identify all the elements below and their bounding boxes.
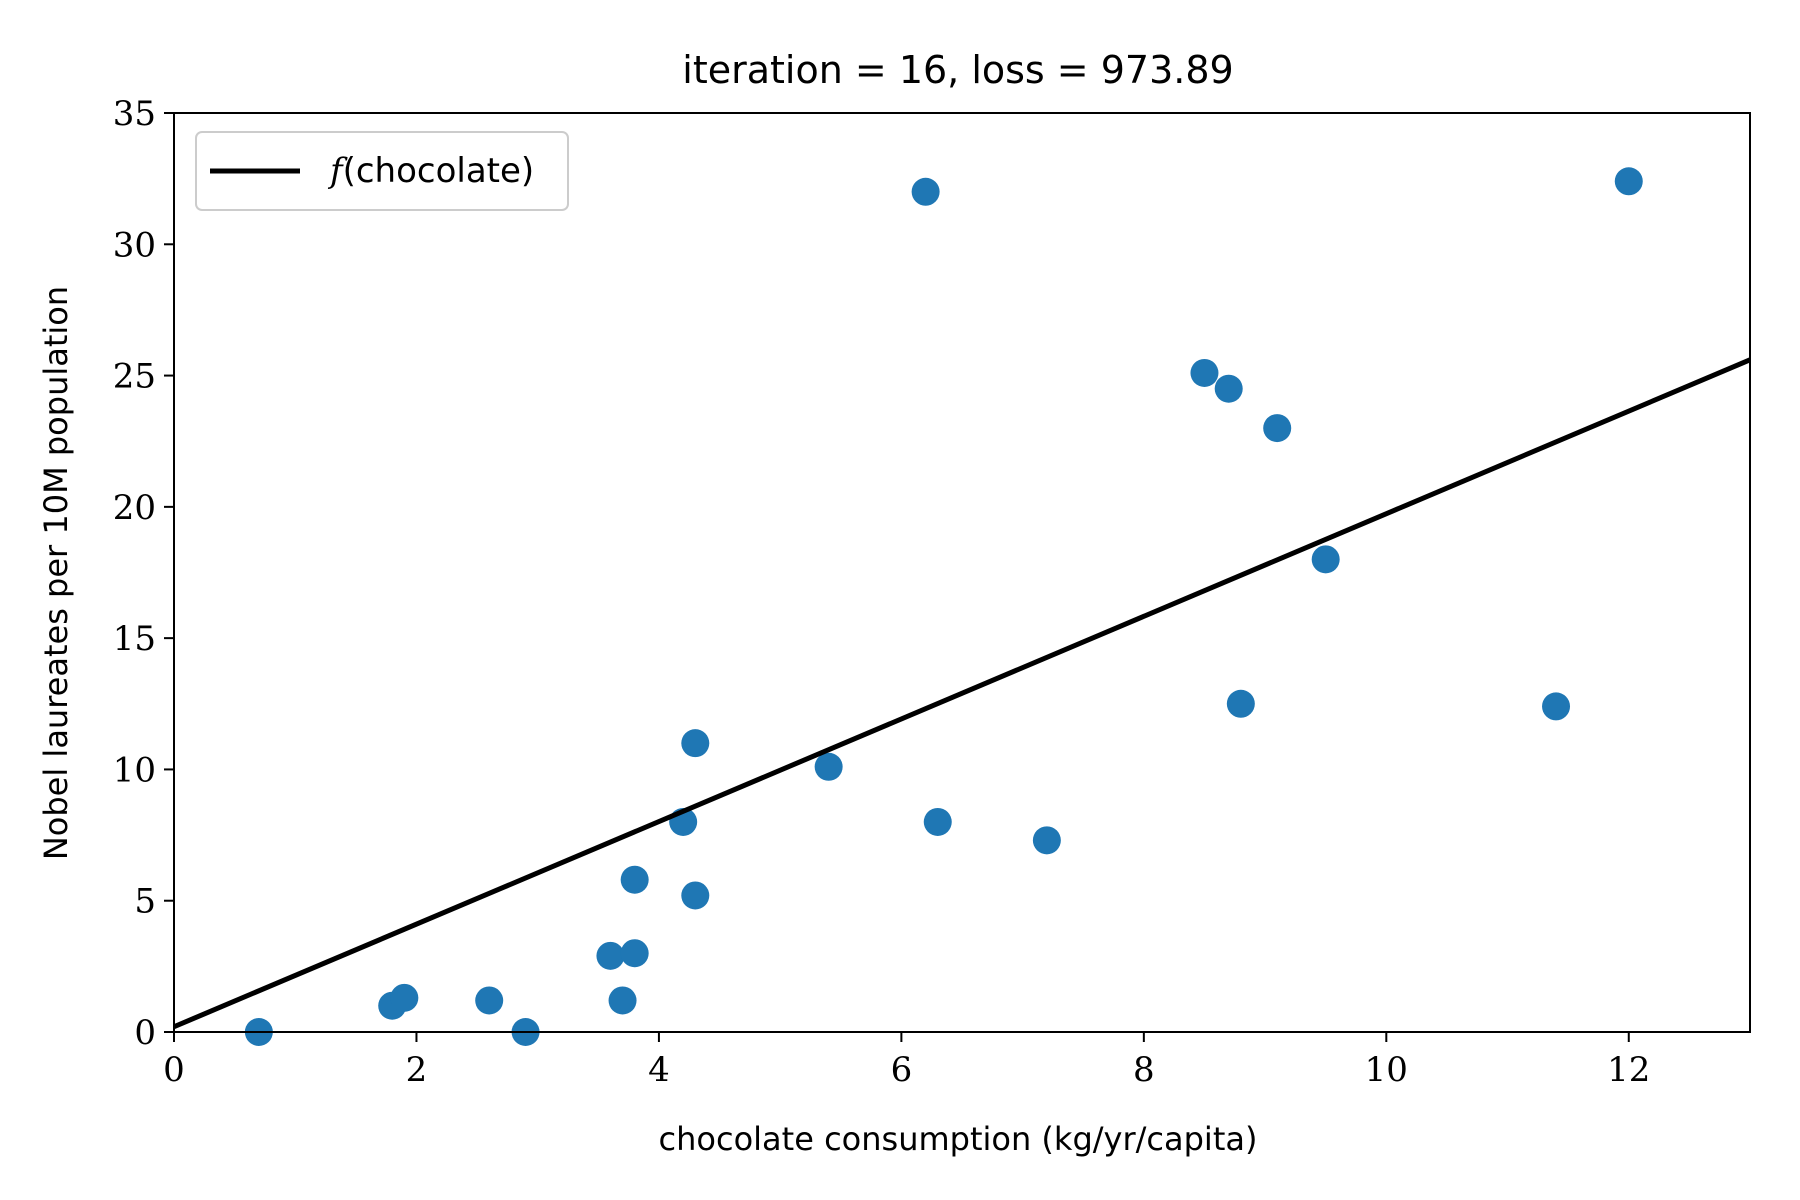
y-axis-label: Nobel laureates per 10M population [37,286,75,860]
plot-area [173,112,1751,1046]
scatter-point-3 [475,986,504,1015]
axes-frame [173,112,1751,1033]
scatter-point-10 [681,881,710,910]
scatter-point-14 [923,807,952,836]
y-tick-label-3: 15 [113,619,156,659]
scatter-point-7 [620,939,649,968]
x-tick-label-0: 0 [163,1050,185,1090]
chart-title: iteration = 16, loss = 973.89 [682,48,1233,92]
scatter-point-16 [1190,358,1219,387]
y-tick-label-6: 30 [113,225,156,265]
scatter-point-19 [1263,414,1292,443]
scatter-point-21 [1542,692,1571,721]
legend-label: f(chocolate) [327,151,534,191]
x-tick-label-5: 10 [1365,1050,1408,1090]
x-axis-ticks: 0 2 4 6 8 10 12 [163,1032,1650,1090]
x-tick-label-1: 2 [406,1050,428,1090]
scatter-point-18 [1226,689,1255,718]
x-axis-label: chocolate consumption (kg/yr/capita) [659,1120,1258,1158]
y-tick-label-0: 0 [134,1013,156,1053]
scatter-point-13 [911,177,940,206]
scatter-point-12 [814,752,843,781]
x-tick-label-6: 12 [1607,1050,1650,1090]
y-axis-ticks: 0 5 10 15 20 25 30 35 [113,94,174,1053]
scatter-point-11 [681,729,710,758]
y-tick-label-5: 25 [113,357,156,397]
scatter-point-8 [620,865,649,894]
legend-label-text: (chocolate) [343,151,535,191]
x-tick-label-4: 8 [1133,1050,1155,1090]
scatter-point-6 [608,986,637,1015]
y-tick-label-1: 5 [134,882,156,922]
scatter-point-22 [1614,167,1643,196]
legend: f(chocolate) [195,131,569,211]
legend-box [195,131,569,211]
scatter-point-5 [596,941,625,970]
scatter-point-17 [1214,374,1243,403]
fit-line [173,357,1751,1030]
y-tick-label-4: 20 [113,488,156,528]
scatter-point-2 [390,983,419,1012]
x-tick-label-3: 6 [891,1050,913,1090]
scatter-points [244,167,1643,1046]
y-tick-label-2: 10 [113,750,156,790]
x-tick-label-2: 4 [648,1050,670,1090]
scatter-point-20 [1311,545,1340,574]
scatter-point-15 [1032,826,1061,855]
y-tick-label-7: 35 [113,94,156,134]
